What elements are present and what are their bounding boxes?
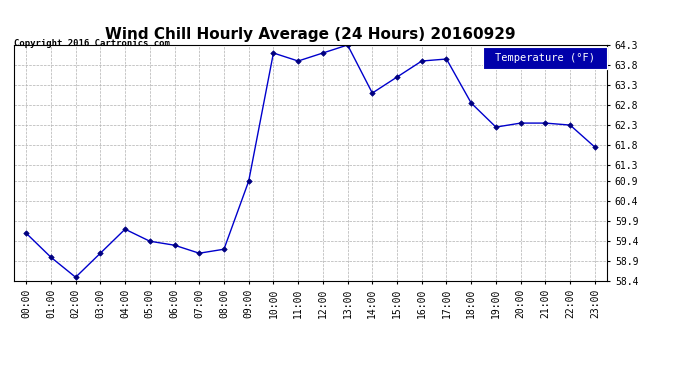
Text: Copyright 2016 Cartronics.com: Copyright 2016 Cartronics.com — [14, 39, 170, 48]
Title: Wind Chill Hourly Average (24 Hours) 20160929: Wind Chill Hourly Average (24 Hours) 201… — [105, 27, 516, 42]
